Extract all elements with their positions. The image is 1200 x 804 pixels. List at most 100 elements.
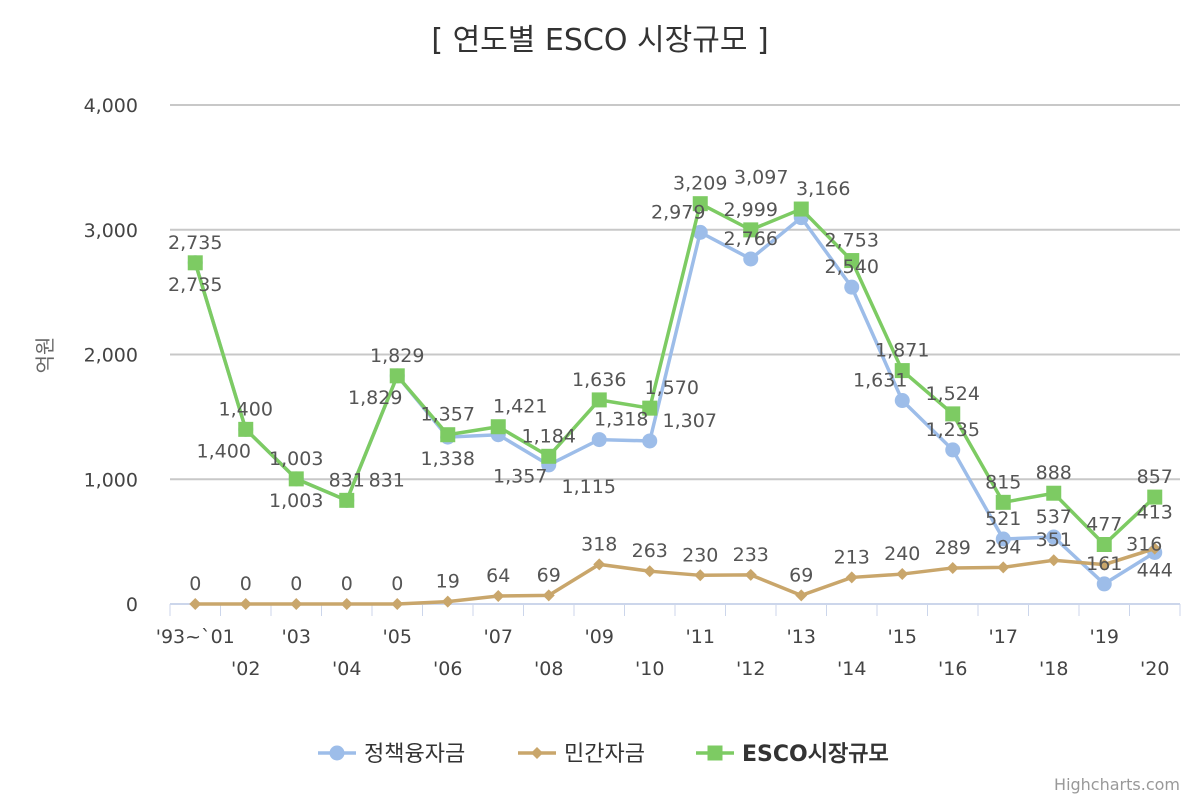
data-point — [1096, 536, 1112, 552]
data-point — [743, 222, 759, 238]
y-tick-label: 3,000 — [84, 220, 138, 242]
legend-label: 민간자금 — [564, 742, 645, 767]
y-tick-label: 0 — [126, 594, 138, 616]
data-point — [441, 595, 454, 608]
data-point — [239, 598, 252, 610]
legend-item[interactable]: 민간자금 — [518, 742, 645, 767]
x-tick-label: '12 — [736, 658, 765, 680]
x-tick-label: '03 — [282, 626, 311, 648]
x-tick-label: '18 — [1039, 658, 1068, 680]
data-point — [1046, 485, 1062, 501]
data-label: 0 — [189, 573, 201, 595]
data-label: 1,829 — [348, 387, 402, 409]
series-정책융자금 — [187, 210, 1163, 592]
data-label: 831 — [329, 469, 365, 491]
data-label: 1,307 — [663, 410, 717, 432]
legend-item[interactable]: ESCO시장규모 — [696, 742, 889, 767]
data-label: 1,003 — [269, 490, 323, 512]
data-point — [795, 589, 808, 602]
data-label: 2,999 — [724, 199, 778, 221]
series-line — [195, 546, 1156, 606]
data-point — [793, 201, 809, 217]
data-label: 2,735 — [168, 274, 222, 296]
data-label: 815 — [985, 471, 1021, 493]
legend-label: 정책융자금 — [364, 742, 465, 767]
data-point — [844, 279, 860, 295]
data-label: 1,636 — [572, 369, 626, 391]
x-tick-label: '17 — [989, 626, 1018, 648]
legend-item[interactable]: 정책융자금 — [318, 742, 465, 767]
x-tick-label: '16 — [938, 658, 967, 680]
data-label: 69 — [537, 564, 561, 586]
data-label: 1,400 — [197, 440, 251, 462]
data-label: 888 — [1036, 462, 1072, 484]
legend-marker — [707, 745, 723, 761]
data-point — [1047, 554, 1060, 567]
data-label: 294 — [985, 536, 1021, 558]
x-tick-label: '06 — [433, 658, 462, 680]
data-label: 161 — [1086, 553, 1122, 575]
data-label: 318 — [581, 533, 617, 555]
legend: 정책융자금 민간자금 ESCO시장규모 — [318, 742, 889, 767]
data-label: 1,524 — [926, 383, 980, 405]
data-point — [995, 494, 1011, 510]
data-label: 477 — [1086, 513, 1122, 535]
y-axis-label: 억원 — [33, 337, 57, 374]
data-label: 213 — [834, 546, 870, 568]
x-tick-label: '19 — [1090, 626, 1119, 648]
data-point — [945, 406, 961, 422]
data-point — [896, 568, 909, 581]
y-tick-label: 2,000 — [84, 345, 138, 367]
data-point — [643, 565, 656, 578]
data-point — [1096, 576, 1112, 592]
data-point — [288, 471, 304, 487]
data-label: 3,097 — [734, 167, 788, 189]
data-point — [1098, 558, 1111, 571]
data-label: 3,209 — [673, 173, 727, 195]
data-point — [340, 598, 353, 610]
x-tick-label: '15 — [888, 626, 917, 648]
x-tick-label: '13 — [787, 626, 816, 648]
data-point — [692, 196, 708, 212]
data-label: 233 — [733, 544, 769, 566]
data-label: 1,400 — [219, 398, 273, 420]
legend-marker — [329, 745, 345, 761]
data-label: 316 — [1126, 534, 1162, 556]
data-label: 230 — [682, 544, 718, 566]
chart-title: [ 연도별 ESCO 시장규모 ] — [431, 23, 768, 58]
data-label: 1,115 — [562, 476, 616, 498]
data-label: 1,871 — [875, 340, 929, 362]
data-point — [995, 531, 1011, 547]
data-point — [894, 363, 910, 379]
data-label: 0 — [391, 573, 403, 595]
data-point — [593, 558, 606, 571]
x-tick-label: '04 — [332, 658, 361, 680]
x-tick-label: '07 — [484, 626, 513, 648]
data-point — [492, 590, 505, 603]
data-label: 2,979 — [651, 201, 705, 223]
data-label: 537 — [1036, 506, 1072, 528]
data-label: 19 — [436, 571, 460, 593]
data-label: 1,829 — [370, 345, 424, 367]
data-point — [844, 253, 860, 269]
data-point — [389, 368, 405, 384]
data-point — [1148, 542, 1161, 555]
data-point — [391, 598, 404, 610]
x-tick-label: '05 — [383, 626, 412, 648]
data-point — [189, 598, 202, 610]
data-point — [642, 400, 658, 416]
data-label: 521 — [985, 508, 1021, 530]
data-label: 413 — [1137, 501, 1173, 523]
legend-label: ESCO시장규모 — [742, 742, 889, 767]
data-point — [845, 571, 858, 584]
data-label: 351 — [1036, 529, 1072, 551]
data-point — [1147, 489, 1163, 505]
credits-link[interactable]: Highcharts.com — [1054, 775, 1180, 794]
x-tick-label: '14 — [837, 658, 866, 680]
y-tick-label: 4,000 — [84, 95, 138, 117]
data-point — [743, 251, 759, 267]
data-label: 1,003 — [269, 448, 323, 470]
data-point — [440, 427, 456, 443]
series-ESCO시장규모 — [187, 196, 1163, 552]
